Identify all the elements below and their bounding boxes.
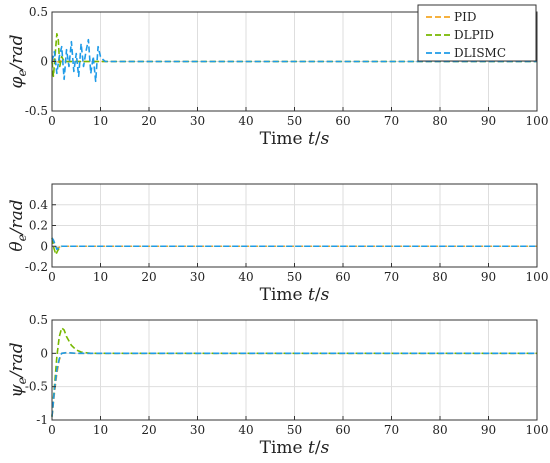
y-axis-label: φe/rad <box>7 34 29 88</box>
x-axis-label: Time t/s <box>260 438 330 458</box>
x-tick-label: 10 <box>93 423 108 437</box>
x-tick-label: 50 <box>287 423 302 437</box>
x-tick-label: 80 <box>432 270 447 284</box>
x-tick-label: 0 <box>48 270 56 284</box>
x-tick-label: 0 <box>48 114 56 128</box>
y-tick-label: -0.5 <box>25 380 48 394</box>
x-tick-label: 30 <box>190 270 205 284</box>
y-tick-label: 0.2 <box>29 219 48 233</box>
legend: PID DLPID DLISMC <box>417 4 537 62</box>
y-tick-label: 0 <box>40 239 48 253</box>
x-tick-label: 70 <box>384 423 399 437</box>
y-tick-label: 0.5 <box>29 313 48 327</box>
x-tick-label: 100 <box>526 270 549 284</box>
x-tick-label: 70 <box>384 270 399 284</box>
x-tick-label: 80 <box>432 423 447 437</box>
x-axis-label: Time t/s <box>260 129 330 149</box>
x-tick-label: 30 <box>190 114 205 128</box>
legend-box <box>417 4 537 62</box>
y-axis-label: θe/rad <box>7 199 29 251</box>
legend-label: PID <box>454 10 476 24</box>
x-tick-label: 20 <box>141 423 156 437</box>
x-tick-label: 20 <box>141 270 156 284</box>
x-tick-label: 70 <box>384 114 399 128</box>
y-tick-label: 0.4 <box>29 198 48 212</box>
x-tick-label: 100 <box>526 423 549 437</box>
x-tick-label: 40 <box>238 270 253 284</box>
x-tick-label: 50 <box>287 270 302 284</box>
x-tick-label: 100 <box>526 114 549 128</box>
y-tick-label: -0.2 <box>25 260 48 274</box>
x-tick-label: 10 <box>93 114 108 128</box>
x-tick-label: 10 <box>93 270 108 284</box>
x-tick-label: 80 <box>432 114 447 128</box>
y-tick-label: -1 <box>36 413 48 427</box>
x-tick-label: 60 <box>335 270 350 284</box>
y-tick-label: -0.5 <box>25 104 48 118</box>
x-tick-label: 60 <box>335 423 350 437</box>
x-tick-label: 40 <box>238 114 253 128</box>
legend-label: DLPID <box>454 28 494 42</box>
x-tick-label: 50 <box>287 114 302 128</box>
y-tick-label: 0 <box>40 55 48 69</box>
x-tick-label: 20 <box>141 114 156 128</box>
series-line-dlpid <box>51 32 537 78</box>
x-tick-label: 0 <box>48 423 56 437</box>
x-tick-label: 30 <box>190 423 205 437</box>
y-axis-label: ψe/rad <box>7 342 29 397</box>
x-tick-label: 60 <box>335 114 350 128</box>
x-tick-label: 90 <box>481 114 496 128</box>
series-line-dlismc <box>51 237 537 251</box>
x-axis-label: Time t/s <box>260 285 330 305</box>
x-tick-label: 90 <box>481 270 496 284</box>
y-tick-label: 0 <box>40 346 48 360</box>
series-line-dlismc <box>51 38 537 83</box>
x-tick-label: 40 <box>238 423 253 437</box>
legend-label: DLISMC <box>454 46 506 60</box>
subplot-3: 0 10 20 30 40 50 60 70 80 90 100 -1 -0.5 0 0.5 Time t/s… <box>7 313 548 458</box>
y-tick-label: 0.5 <box>29 5 48 19</box>
x-tick-label: 90 <box>481 423 496 437</box>
